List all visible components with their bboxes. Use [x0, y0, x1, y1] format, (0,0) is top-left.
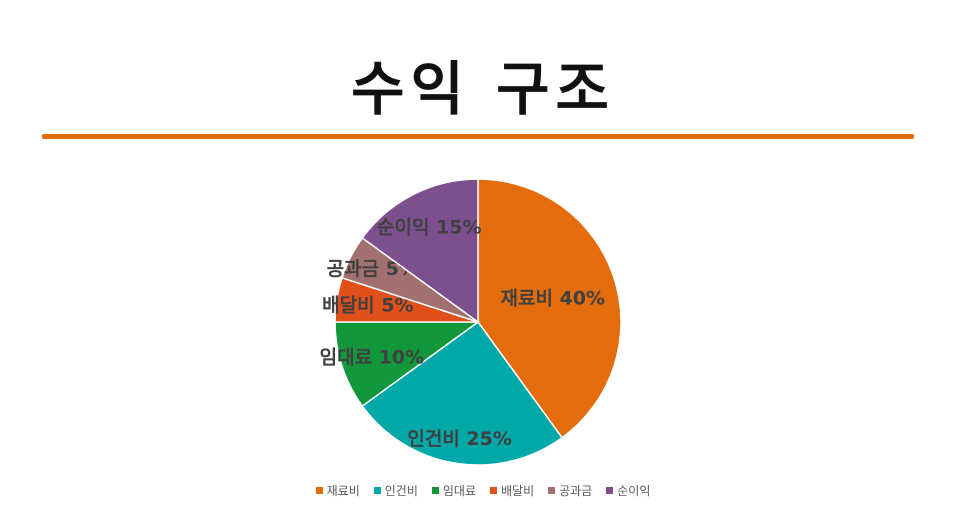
pie-slice-1: [477, 178, 622, 439]
pie-slice-3: [334, 321, 481, 408]
legend-label: 배달비: [501, 484, 535, 498]
legend-item-3: 임대료: [431, 482, 476, 499]
pie-data-label-1: 재료비 40%: [501, 288, 606, 310]
pie-slice-2: [361, 320, 564, 466]
pie-data-label-4: 배달비 5%: [322, 295, 413, 317]
legend-swatch: [315, 487, 323, 494]
legend-item-6: 순이익: [606, 482, 650, 499]
legend-swatch: [490, 487, 497, 494]
legend-label: 순이익: [617, 484, 651, 498]
legend-swatch: [373, 487, 381, 494]
legend-swatch: [548, 487, 556, 494]
legend-item-4: 배달비: [490, 482, 534, 499]
legend-label: 임대료: [442, 484, 476, 498]
legend-item-5: 공과금: [548, 482, 592, 499]
pie-data-label-2: 인건비 25%: [407, 428, 512, 450]
legend-label: 재료비: [326, 484, 360, 498]
legend-item-1: 재료비: [315, 482, 360, 499]
legend-item-2: 인건비: [373, 482, 418, 499]
chart-legend: 재료비 인건비 임대료 배달비 공과금 순이익: [0, 482, 966, 499]
pie-data-label-6: 순이익 15%: [377, 216, 482, 238]
legend-label: 공과금: [559, 484, 593, 498]
legend-swatch: [606, 487, 614, 494]
title-underline: [42, 134, 914, 139]
pie-slice-6: [361, 178, 479, 324]
pie-data-label-3: 임대료 10%: [320, 346, 425, 368]
slide-title: 수익 구조: [351, 55, 615, 123]
legend-label: 인건비: [384, 484, 418, 498]
legend-swatch: [431, 487, 439, 494]
pie-data-label-5: 공과금 5%: [327, 258, 418, 280]
